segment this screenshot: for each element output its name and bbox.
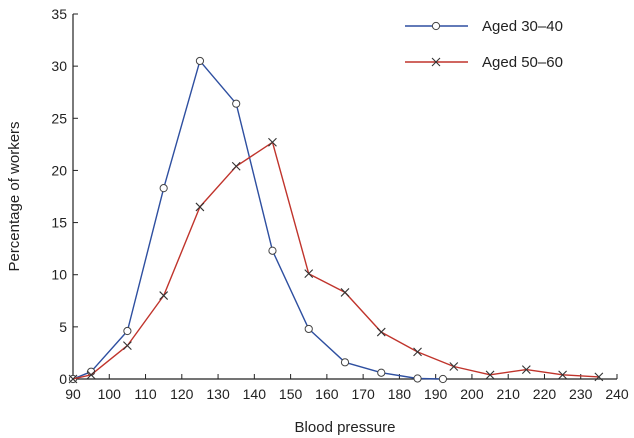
y-axis-label: Percentage of workers — [6, 121, 23, 271]
data-point — [413, 374, 422, 383]
legend-label: Aged 50–60 — [482, 54, 563, 71]
legend: Aged 30–40 Aged 50–60 — [405, 18, 563, 71]
marker-stroke — [268, 137, 277, 147]
x-tick-label: 240 — [605, 386, 629, 402]
x-tick-label: 210 — [497, 386, 521, 402]
data-point — [123, 326, 132, 336]
axes — [72, 14, 617, 380]
y-tick-label: 25 — [51, 110, 67, 126]
x-tick-label: 130 — [206, 386, 230, 402]
x-tick-label: 200 — [460, 386, 484, 402]
legend-marker — [431, 21, 441, 31]
data-point — [231, 161, 241, 171]
marker-stroke — [449, 362, 459, 371]
x-tick-label: 90 — [65, 386, 81, 402]
x-tick-label: 110 — [134, 386, 157, 402]
data-point — [340, 358, 350, 367]
legend-label: Aged 30–40 — [482, 18, 563, 35]
data-point — [304, 269, 314, 279]
marker-stroke — [485, 370, 495, 380]
series-line — [72, 141, 599, 380]
y-tick-label: 20 — [51, 162, 67, 178]
x-tick-label: 150 — [279, 386, 303, 402]
marker-stroke — [231, 161, 241, 171]
data-point — [558, 370, 567, 380]
marker-stroke — [86, 370, 96, 380]
marker-stroke — [123, 341, 132, 351]
data-point — [159, 291, 169, 300]
marker-stroke — [521, 365, 531, 375]
marker-stroke — [68, 374, 78, 384]
data-point — [68, 374, 78, 384]
x-tick-label: 100 — [98, 386, 122, 402]
marker-stroke — [340, 288, 350, 297]
data-point — [304, 324, 313, 334]
data-point — [268, 246, 277, 255]
x-tick-label: 170 — [351, 386, 375, 402]
x-tick-label: 140 — [243, 386, 267, 402]
data-point — [123, 341, 132, 351]
x-tick-label: 230 — [569, 386, 593, 402]
data-point — [449, 362, 459, 371]
data-point — [594, 372, 604, 382]
y-tick-label: 5 — [59, 319, 67, 335]
marker-stroke — [304, 269, 314, 279]
x-axis-ticks: 90 100 110 120 130 140 150 160 170 180 190 200 210 22… — [65, 374, 629, 402]
data-point — [413, 347, 422, 357]
data-point — [376, 327, 386, 337]
marker-stroke — [159, 291, 169, 300]
data-point — [232, 99, 241, 108]
series-2 — [68, 137, 604, 384]
marker-stroke — [558, 370, 567, 380]
data-point — [521, 365, 531, 375]
marker-stroke — [376, 327, 386, 337]
y-tick-label: 35 — [51, 6, 67, 22]
data-point — [159, 184, 168, 193]
data-point — [86, 370, 96, 380]
data-point — [340, 288, 350, 297]
series-layer — [68, 56, 604, 384]
marker-stroke — [195, 202, 205, 212]
x-tick-label: 180 — [388, 386, 412, 402]
data-point — [268, 137, 277, 147]
data-point — [195, 202, 205, 212]
data-point — [485, 370, 495, 380]
x-axis-label: Blood pressure — [295, 419, 396, 436]
x-tick-label: 220 — [533, 386, 557, 402]
series-line — [72, 60, 443, 380]
x-tick-label: 120 — [170, 386, 194, 402]
y-tick-label: 15 — [51, 215, 67, 231]
data-point — [195, 56, 205, 66]
y-tick-label: 10 — [51, 267, 67, 283]
y-axis-ticks: 0 5 10 15 20 25 30 35 — [51, 6, 78, 387]
y-tick-label: 0 — [59, 371, 67, 387]
series-1 — [68, 56, 448, 384]
legend-item-2: Aged 50–60 — [405, 54, 563, 71]
data-point — [377, 368, 386, 377]
marker-stroke — [413, 347, 422, 357]
data-point — [438, 374, 448, 384]
marker-stroke — [594, 372, 604, 382]
x-tick-label: 190 — [424, 386, 448, 402]
legend-item-1: Aged 30–40 — [405, 18, 563, 35]
y-tick-label: 30 — [51, 58, 67, 74]
legend-marker — [431, 57, 441, 67]
x-tick-label: 160 — [315, 386, 339, 402]
